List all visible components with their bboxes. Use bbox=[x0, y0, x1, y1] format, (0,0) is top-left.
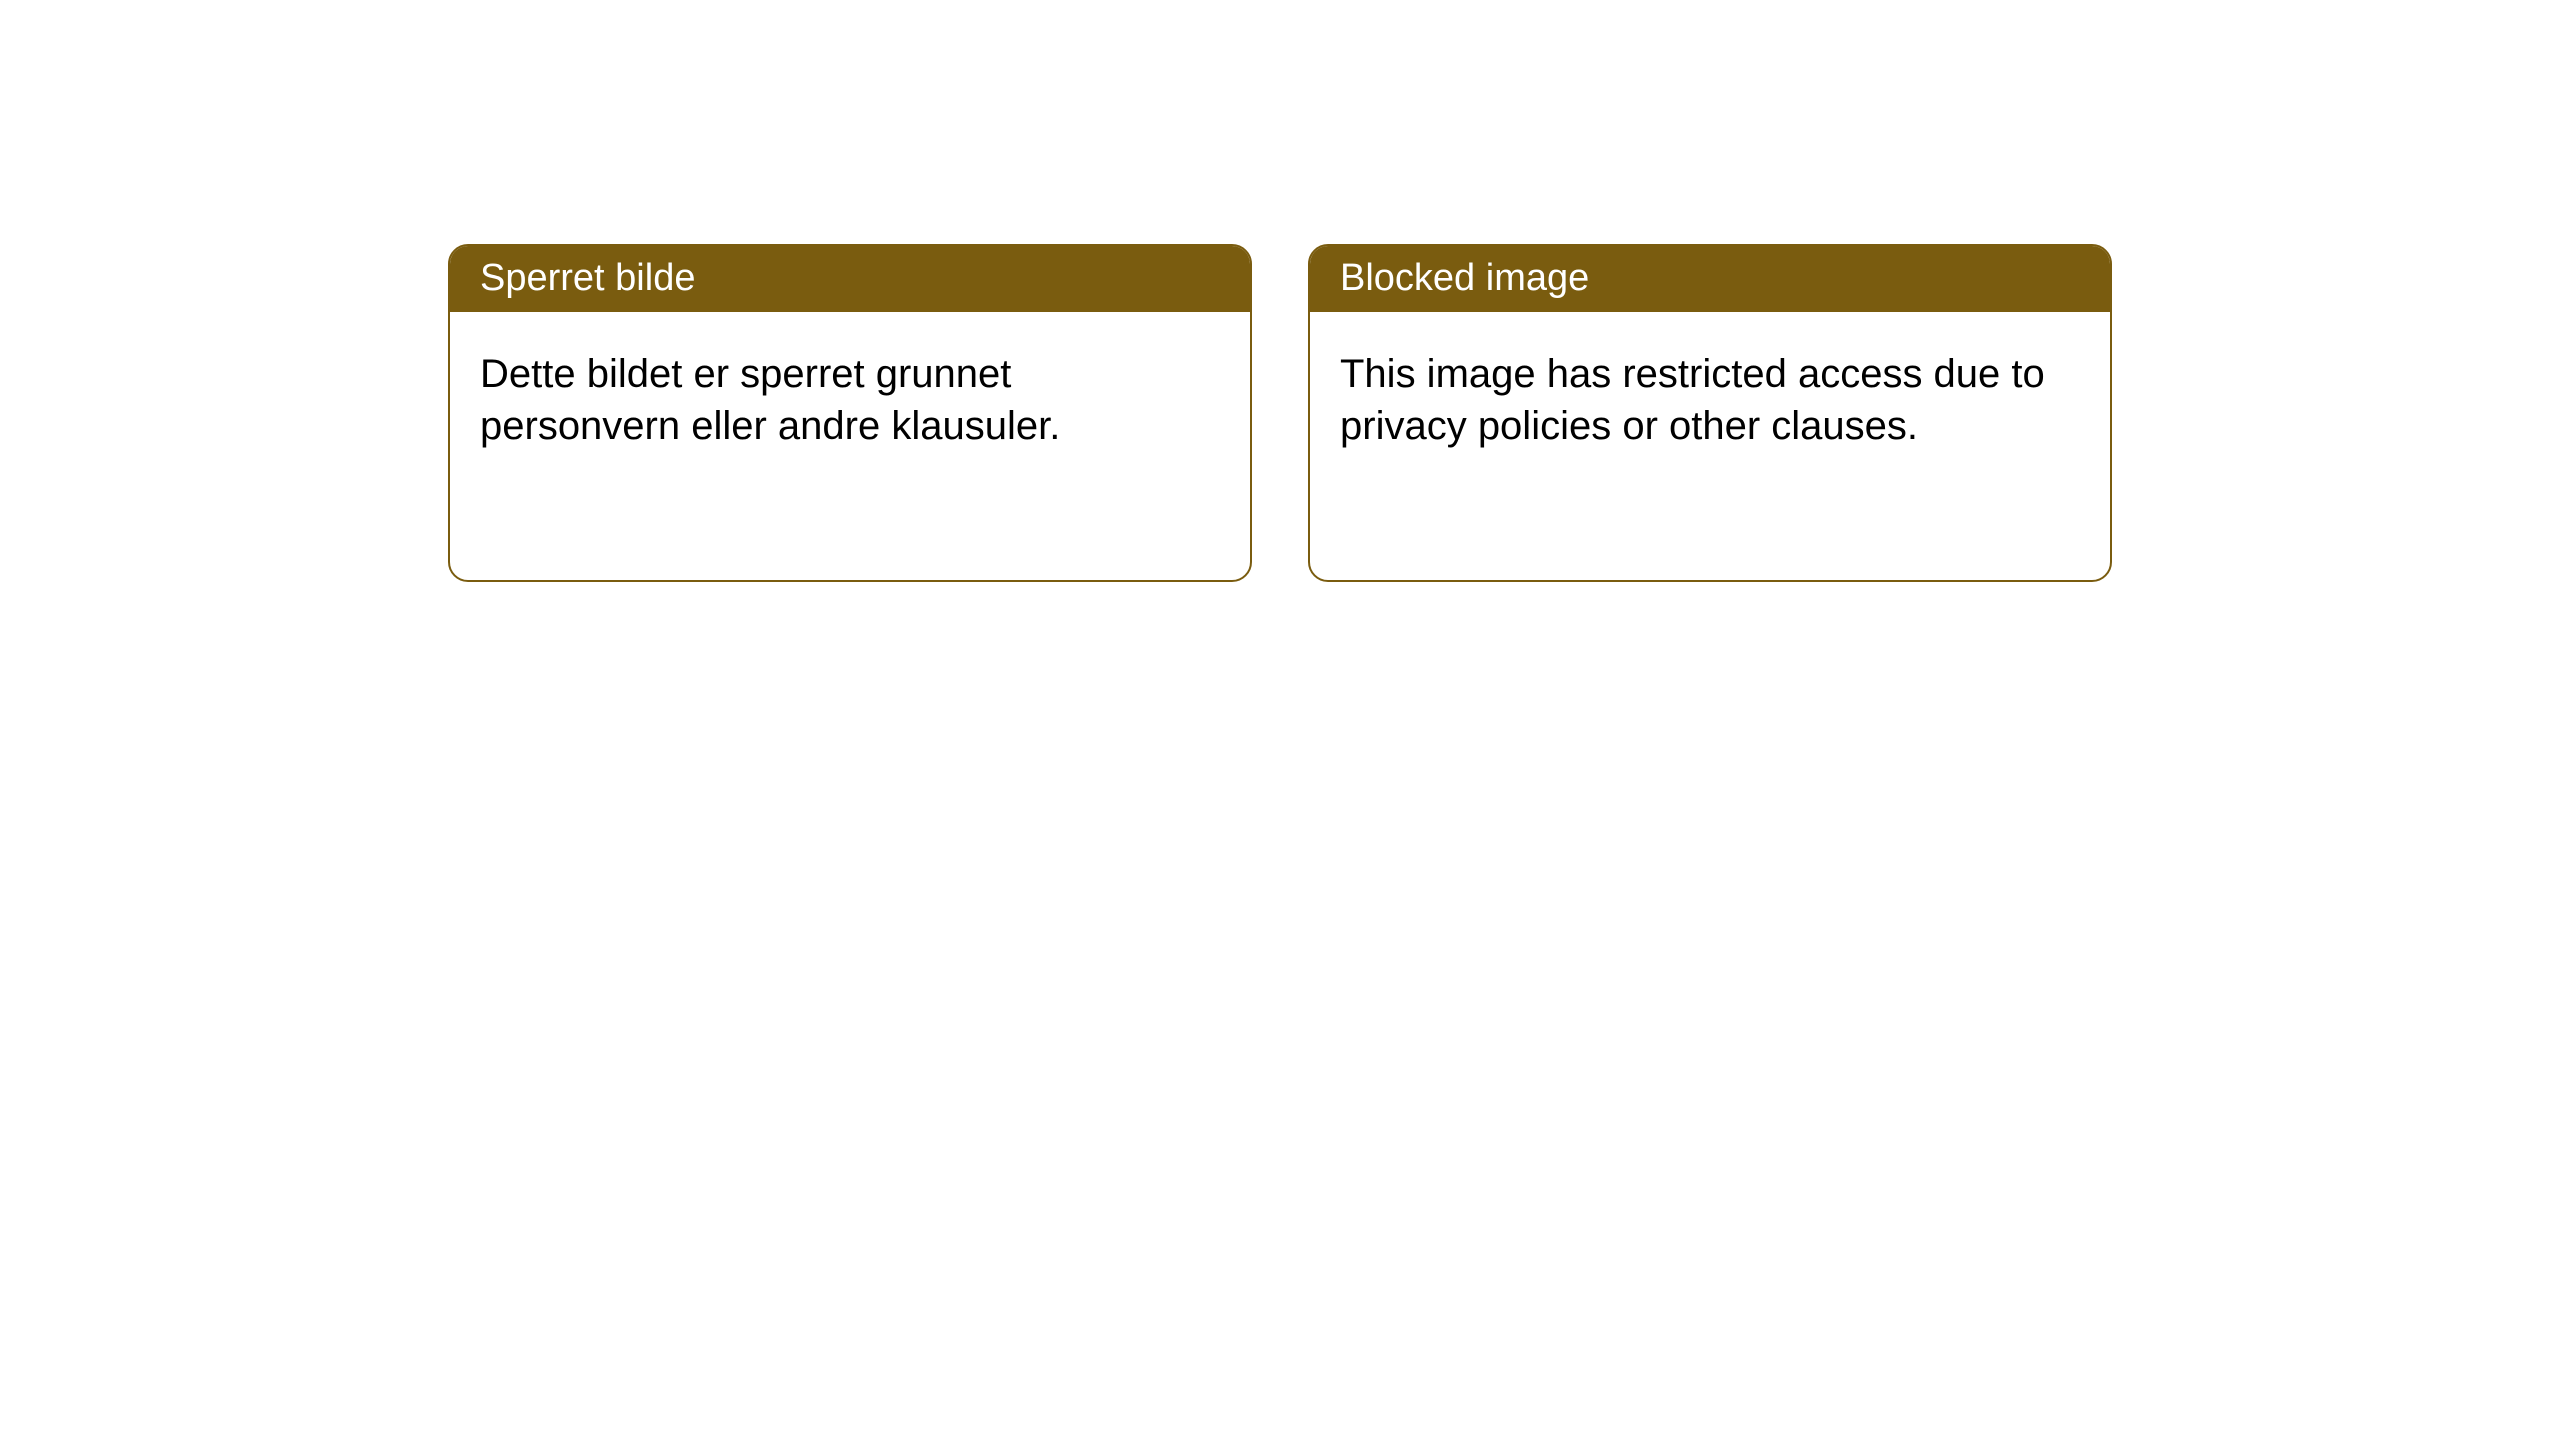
notice-body-norwegian: Dette bildet er sperret grunnet personve… bbox=[450, 312, 1250, 488]
notice-body-english: This image has restricted access due to … bbox=[1310, 312, 2110, 488]
notice-container: Sperret bilde Dette bildet er sperret gr… bbox=[0, 0, 2560, 582]
notice-title-english: Blocked image bbox=[1310, 246, 2110, 312]
notice-card-english: Blocked image This image has restricted … bbox=[1308, 244, 2112, 582]
notice-title-norwegian: Sperret bilde bbox=[450, 246, 1250, 312]
notice-card-norwegian: Sperret bilde Dette bildet er sperret gr… bbox=[448, 244, 1252, 582]
